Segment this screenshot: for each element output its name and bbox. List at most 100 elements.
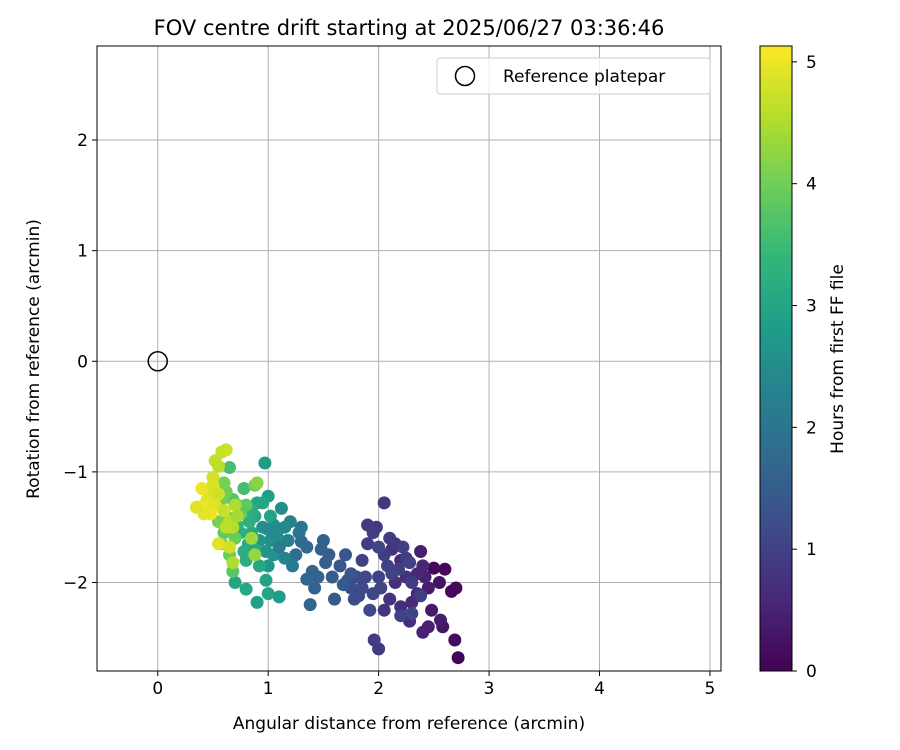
scatter-point bbox=[250, 476, 264, 490]
scatter-point bbox=[237, 482, 251, 495]
scatter-point bbox=[344, 567, 358, 581]
scatter-point bbox=[372, 570, 386, 584]
scatter-point bbox=[416, 625, 430, 639]
colorbar-ticks: 0 1 2 3 4 5 bbox=[792, 53, 817, 682]
scatter-point bbox=[272, 540, 286, 554]
y-tick-label: 2 bbox=[77, 131, 88, 151]
scatter-point bbox=[263, 509, 277, 523]
scatter-point bbox=[325, 570, 339, 584]
scatter-point bbox=[259, 545, 273, 558]
scatter-point bbox=[377, 603, 391, 617]
scatter-point bbox=[396, 540, 410, 554]
scatter-point bbox=[377, 496, 391, 510]
scatter-point bbox=[217, 504, 231, 518]
x-tick-label: 2 bbox=[373, 679, 384, 699]
y-tick-label: −1 bbox=[63, 463, 88, 483]
scatter-point bbox=[347, 592, 361, 606]
legend: Reference platepar bbox=[436, 57, 711, 95]
reference-platepar-marker bbox=[147, 351, 168, 372]
scatter-point bbox=[414, 545, 428, 558]
y-tick-label: −2 bbox=[63, 574, 88, 594]
scatter-point bbox=[245, 531, 259, 545]
scatter-point bbox=[333, 559, 347, 573]
scatter-point bbox=[394, 609, 408, 623]
scatter-point bbox=[339, 548, 352, 562]
scatter-point bbox=[355, 553, 369, 567]
y-tick-label: 0 bbox=[77, 352, 88, 372]
scatter-point bbox=[242, 515, 256, 529]
scatter-point bbox=[252, 559, 266, 573]
scatter-point bbox=[281, 534, 295, 547]
y-tick-label: 1 bbox=[77, 242, 88, 262]
scatter-point bbox=[258, 456, 272, 470]
x-tick-label: 3 bbox=[484, 679, 495, 699]
scatter-point bbox=[300, 572, 314, 586]
scatter-point bbox=[405, 576, 419, 589]
legend-label: Reference platepar bbox=[503, 67, 665, 87]
legend-box bbox=[436, 57, 711, 95]
colorbar-tick-label: 0 bbox=[806, 662, 817, 682]
y-axis-label: Rotation from reference (arcmin) bbox=[24, 219, 44, 499]
x-axis-label: Angular distance from reference (arcmin) bbox=[233, 714, 585, 734]
colorbar-frame bbox=[759, 45, 793, 672]
scatter-point bbox=[274, 501, 288, 515]
colorbar-tick-label: 3 bbox=[806, 297, 817, 317]
colorbar-tick-label: 2 bbox=[806, 418, 817, 438]
scatter-point bbox=[449, 581, 463, 595]
scatter-point bbox=[259, 573, 273, 587]
x-tick-label: 5 bbox=[705, 679, 716, 699]
reference-marker-layer bbox=[147, 351, 168, 372]
grid-lines bbox=[97, 46, 721, 671]
scatter-point bbox=[212, 487, 225, 501]
scatter-point bbox=[414, 589, 428, 603]
colorbar-label: Hours from first FF file bbox=[828, 264, 848, 454]
scatter-point bbox=[303, 598, 317, 612]
scatter-point bbox=[448, 633, 462, 647]
scatter-point bbox=[367, 633, 381, 647]
scatter-point bbox=[438, 562, 452, 576]
scatter-point bbox=[434, 613, 447, 627]
scatter-point bbox=[219, 443, 233, 457]
plot-frame bbox=[96, 45, 722, 672]
scatter-point bbox=[300, 540, 314, 554]
scatter-point bbox=[358, 570, 372, 584]
scatter-point bbox=[217, 476, 231, 490]
scatter-point bbox=[226, 556, 240, 570]
scatter-point bbox=[427, 561, 441, 575]
colorbar-tick-label: 4 bbox=[806, 175, 817, 195]
scatter-point bbox=[272, 590, 286, 604]
y-axis-ticks: −2 −1 0 1 2 bbox=[63, 131, 97, 594]
scatter-point bbox=[405, 607, 419, 620]
scatter-point bbox=[361, 518, 375, 532]
colorbar-tick-label: 5 bbox=[806, 53, 817, 73]
scatter-point bbox=[403, 556, 417, 570]
scatter-point bbox=[425, 603, 439, 617]
scatter-point bbox=[336, 578, 350, 592]
scatter-point bbox=[223, 540, 236, 554]
scatter-point bbox=[308, 581, 322, 595]
colorbar-tick-label: 1 bbox=[806, 540, 817, 560]
scatter-point bbox=[432, 576, 446, 589]
scatter-point bbox=[278, 551, 292, 565]
scatter-points bbox=[189, 443, 465, 665]
scatter-point bbox=[355, 581, 369, 595]
scatter-point bbox=[361, 537, 375, 551]
scatter-point bbox=[239, 582, 253, 596]
scatter-point bbox=[228, 576, 242, 589]
scatter-point bbox=[314, 542, 328, 556]
scatter-point bbox=[374, 581, 388, 595]
scatter-point bbox=[372, 540, 386, 554]
legend-marker-open-circle bbox=[454, 65, 476, 87]
scatter-point bbox=[230, 509, 244, 523]
x-tick-label: 1 bbox=[263, 679, 274, 699]
scatter-point bbox=[394, 600, 408, 614]
x-tick-label: 0 bbox=[152, 679, 163, 699]
scatter-point bbox=[383, 592, 397, 606]
x-tick-label: 4 bbox=[594, 679, 605, 699]
scatter-point bbox=[451, 651, 465, 665]
colorbar: 0 1 2 3 4 5 Hours from first FF file bbox=[759, 45, 848, 682]
colorbar-gradient bbox=[760, 46, 792, 671]
scatter-point bbox=[328, 592, 341, 606]
scatter-point bbox=[383, 531, 397, 545]
